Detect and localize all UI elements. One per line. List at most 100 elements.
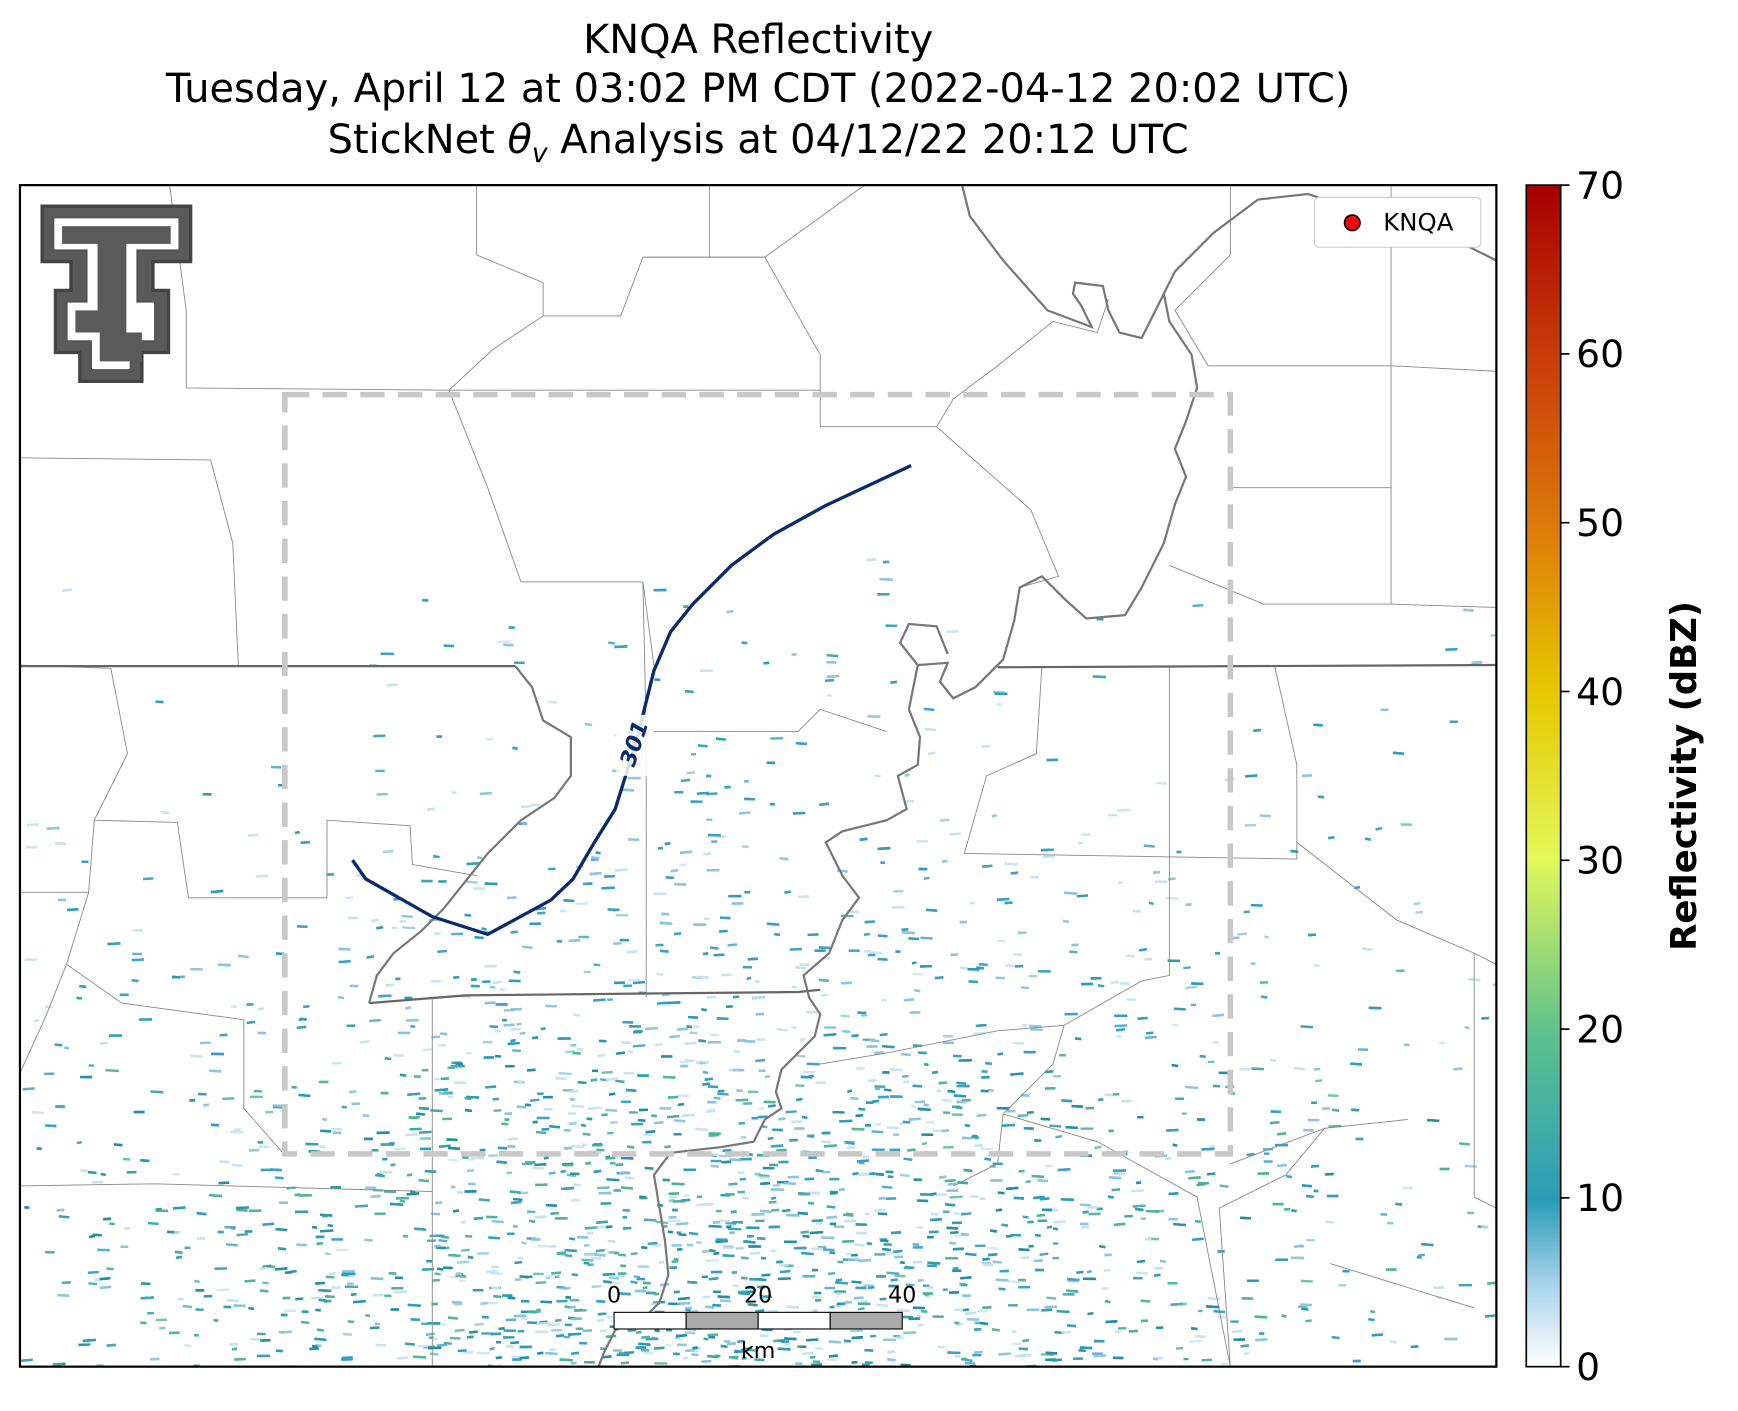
echo (488, 1154, 499, 1158)
echo (1065, 1125, 1078, 1130)
echo (903, 1331, 916, 1335)
echo (1145, 1031, 1154, 1035)
echo (466, 1335, 474, 1339)
echo (801, 1115, 808, 1119)
echo (298, 1093, 311, 1098)
echo (938, 1081, 947, 1085)
echo (366, 955, 375, 959)
echo (318, 1298, 328, 1303)
echo (878, 1196, 886, 1200)
echo (681, 1113, 696, 1117)
echo (953, 1094, 967, 1098)
echo (643, 1281, 651, 1285)
echo (839, 1119, 853, 1123)
echo (828, 1354, 838, 1358)
echo (466, 1095, 479, 1099)
echo (105, 1068, 119, 1073)
echo (1170, 1302, 1184, 1306)
echo (713, 1251, 720, 1256)
echo (912, 1260, 923, 1264)
echo (903, 1157, 913, 1162)
echo (857, 1159, 870, 1163)
echo (1143, 844, 1155, 848)
echo (406, 1173, 413, 1177)
echo (754, 979, 760, 983)
echo (1484, 1314, 1496, 1318)
echo (883, 1088, 892, 1092)
echo (1135, 1207, 1144, 1212)
echo (664, 1145, 671, 1149)
echo (729, 1158, 742, 1162)
echo (829, 1191, 838, 1195)
echo (819, 802, 830, 807)
echo (443, 1341, 452, 1345)
echo (407, 1303, 421, 1307)
echo (441, 1323, 447, 1327)
echo (490, 1271, 503, 1276)
echo (995, 1208, 1003, 1212)
echo (521, 1316, 528, 1321)
echo (484, 1001, 496, 1005)
echo (875, 1172, 885, 1176)
echo (596, 1148, 605, 1152)
echo (591, 1284, 602, 1289)
echo (1254, 1315, 1268, 1319)
echo (871, 1130, 884, 1134)
echo (757, 1115, 768, 1119)
echo (531, 1166, 545, 1170)
echo (608, 1092, 616, 1096)
echo (416, 1112, 425, 1116)
echo (791, 1025, 798, 1029)
echo (315, 1308, 321, 1312)
echo (675, 1334, 687, 1338)
echo (595, 851, 601, 855)
echo (795, 966, 806, 970)
echo (1269, 1058, 1277, 1062)
echo (587, 1106, 595, 1111)
echo (1173, 1007, 1186, 1011)
echo (904, 799, 915, 803)
echo (492, 980, 502, 985)
echo (827, 1271, 836, 1276)
echo (407, 1092, 421, 1096)
echo (440, 1032, 448, 1036)
echo (1300, 1279, 1313, 1283)
echo (961, 1357, 968, 1361)
echo (877, 934, 888, 938)
echo (728, 1182, 738, 1186)
echo (715, 1239, 728, 1244)
echo (1212, 1013, 1225, 1018)
echo (608, 641, 616, 645)
echo (1371, 1333, 1384, 1337)
echo (754, 1358, 765, 1362)
echo (537, 1321, 550, 1325)
echo (140, 1159, 150, 1163)
echo (868, 1038, 880, 1043)
echo (921, 1141, 928, 1146)
echo (821, 1140, 831, 1144)
echo (596, 1299, 606, 1303)
echo (447, 1095, 453, 1099)
echo (755, 1309, 765, 1313)
echo (551, 1271, 562, 1275)
echo (707, 1333, 719, 1337)
echo (1062, 919, 1070, 924)
echo (755, 1058, 766, 1063)
echo (87, 1270, 99, 1275)
echo (489, 1347, 495, 1351)
echo (1251, 1067, 1264, 1071)
echo (274, 1267, 288, 1271)
echo (1056, 1310, 1070, 1314)
echo (548, 1124, 561, 1129)
echo (717, 1092, 729, 1096)
echo (370, 1277, 384, 1281)
echo (778, 1263, 790, 1267)
echo (730, 1210, 737, 1214)
echo (712, 1220, 721, 1224)
echo (842, 1239, 854, 1243)
echo (493, 1294, 502, 1299)
echo (382, 849, 394, 854)
echo (1306, 1238, 1316, 1242)
echo (261, 1281, 269, 1285)
echo (506, 896, 517, 900)
